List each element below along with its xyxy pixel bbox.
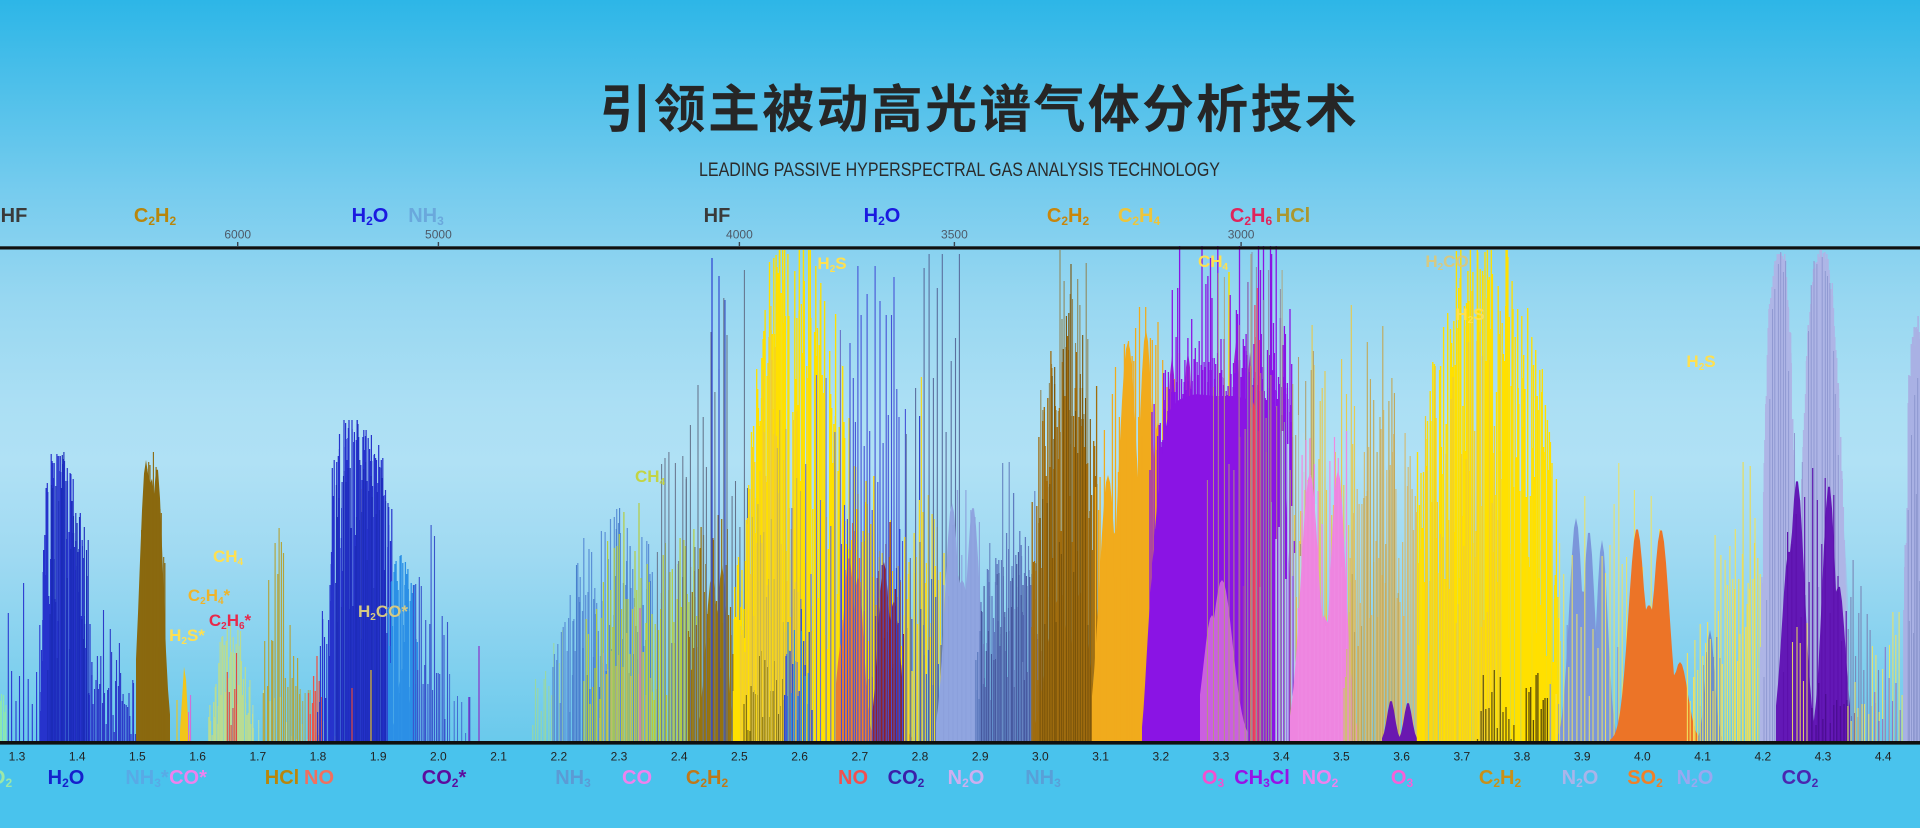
svg-text:O2​: O2​ [0,767,12,790]
svg-text:H2​O: H2​O [864,205,901,228]
svg-text:1.6: 1.6 [189,750,206,764]
svg-text:H2​S: H2​S [817,254,846,275]
svg-text:SO2​: SO2​ [1627,767,1663,790]
svg-text:C2​H2​: C2​H2​ [1047,205,1090,228]
svg-text:HF: HF [1,205,28,227]
svg-text:C2​H2​: C2​H2​ [134,205,177,228]
svg-text:4000: 4000 [726,228,753,242]
svg-text:4.3: 4.3 [1815,750,1832,764]
svg-text:2.5: 2.5 [731,750,748,764]
svg-text:CO2​*: CO2​* [422,767,467,790]
svg-text:3.4: 3.4 [1273,750,1290,764]
svg-text:NH3​: NH3​ [408,205,444,228]
svg-text:N2​O: N2​O [948,767,985,790]
svg-text:H2​O: H2​O [352,205,389,228]
svg-text:NO: NO [838,767,868,789]
svg-text:1.9: 1.9 [370,750,387,764]
svg-text:NH3​: NH3​ [1025,767,1061,790]
svg-text:NO2​: NO2​ [1302,767,1339,790]
svg-text:H2​CO: H2​CO [1425,252,1468,273]
svg-text:N2​O: N2​O [1562,767,1599,790]
svg-text:1.7: 1.7 [249,750,266,764]
svg-text:CH3​Cl: CH3​Cl [1234,767,1290,790]
svg-text:NH3​: NH3​ [555,767,591,790]
svg-text:1.5: 1.5 [129,750,146,764]
svg-text:CO*: CO* [169,767,207,789]
svg-text:C2​H2​: C2​H2​ [686,767,729,790]
svg-text:2.0: 2.0 [430,750,447,764]
svg-text:6000: 6000 [224,228,251,242]
svg-text:H2​S: H2​S [1455,305,1484,326]
svg-text:CO2​: CO2​ [1782,767,1819,790]
svg-text:C2​H4​: C2​H4​ [1118,205,1161,228]
svg-text:C2​H4​*: C2​H4​* [188,586,231,607]
svg-text:3500: 3500 [941,228,968,242]
svg-text:CH4​: CH4​ [213,547,244,568]
svg-text:3.5: 3.5 [1333,750,1350,764]
svg-text:1.3: 1.3 [9,750,26,764]
svg-text:3.9: 3.9 [1574,750,1591,764]
svg-text:3.3: 3.3 [1213,750,1230,764]
svg-text:C2​H6​: C2​H6​ [1230,205,1273,228]
svg-text:2.6: 2.6 [791,750,808,764]
svg-text:3.1: 3.1 [1092,750,1109,764]
svg-text:HCl: HCl [265,767,299,789]
svg-text:H2​S*: H2​S* [169,626,205,647]
svg-text:HCl: HCl [1276,205,1310,227]
svg-text:CH4​: CH4​ [1198,252,1229,273]
svg-text:NH3​*: NH3​* [125,767,169,790]
svg-text:2.8: 2.8 [912,750,929,764]
svg-text:N2​O: N2​O [1677,767,1714,790]
svg-text:H2​S: H2​S [1686,352,1715,373]
svg-text:3000: 3000 [1228,228,1255,242]
svg-text:C2​H6​*: C2​H6​* [209,611,252,632]
svg-text:LEADING PASSIVE HYPERSPECTRAL: LEADING PASSIVE HYPERSPECTRAL GAS ANALYS… [699,160,1220,181]
svg-text:CO: CO [622,767,652,789]
svg-text:O3​: O3​ [1202,767,1225,790]
svg-text:CH4​: CH4​ [635,467,666,488]
svg-text:2.2: 2.2 [550,750,567,764]
svg-text:4.0: 4.0 [1634,750,1651,764]
svg-text:3.8: 3.8 [1514,750,1531,764]
svg-text:4.4: 4.4 [1875,750,1892,764]
svg-text:NO: NO [304,767,334,789]
svg-text:H2​O: H2​O [48,767,85,790]
svg-text:HF: HF [704,205,731,227]
svg-text:C2​H2​: C2​H2​ [1479,767,1522,790]
svg-text:2.1: 2.1 [490,750,507,764]
svg-text:3.0: 3.0 [1032,750,1049,764]
svg-text:1.8: 1.8 [310,750,327,764]
svg-text:2.7: 2.7 [851,750,868,764]
svg-text:O3​: O3​ [1391,767,1414,790]
svg-text:2.4: 2.4 [671,750,688,764]
svg-text:3.6: 3.6 [1393,750,1410,764]
svg-text:5000: 5000 [425,228,452,242]
svg-text:2.3: 2.3 [611,750,628,764]
svg-text:3.2: 3.2 [1152,750,1169,764]
svg-text:CO2​: CO2​ [888,767,925,790]
svg-text:1.4: 1.4 [69,750,86,764]
svg-text:4.2: 4.2 [1754,750,1771,764]
svg-text:2.9: 2.9 [972,750,989,764]
svg-text:4.1: 4.1 [1694,750,1711,764]
svg-text:H2​CO*: H2​CO* [358,602,408,623]
svg-text:3.7: 3.7 [1453,750,1470,764]
